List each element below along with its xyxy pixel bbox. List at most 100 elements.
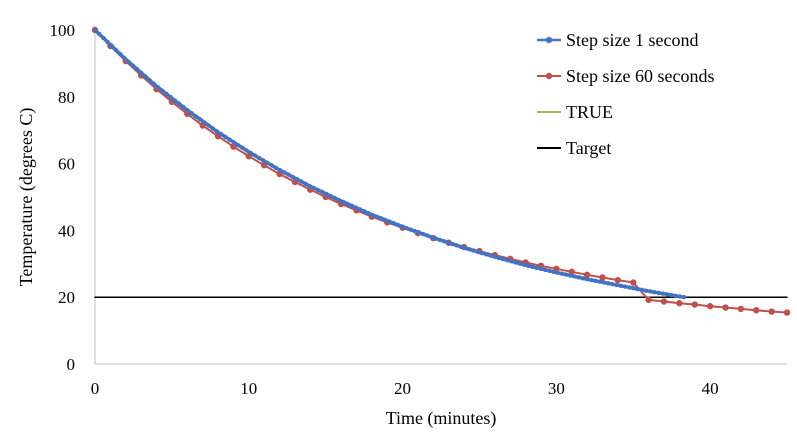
x-axis-ticks: 0 10 20 30 40: [91, 379, 719, 398]
data-point: [572, 274, 577, 279]
data-point: [467, 247, 472, 252]
data-point: [475, 249, 481, 255]
data-point: [484, 252, 489, 257]
data-point: [248, 150, 253, 156]
data-point: [282, 170, 287, 175]
data-point: [677, 294, 682, 299]
data-point: [273, 165, 279, 171]
data-point: [256, 155, 262, 161]
data-point: [563, 272, 569, 277]
data-point: [458, 244, 464, 249]
data-point: [652, 289, 657, 295]
data-point: [676, 300, 683, 307]
data-point: [618, 283, 624, 288]
data-point: [643, 288, 649, 293]
data-point: [160, 88, 165, 93]
data-point: [231, 140, 237, 145]
data-point: [307, 183, 312, 189]
data-point: [706, 303, 714, 310]
data-point: [130, 63, 136, 68]
data-point: [664, 292, 670, 297]
data-point: [526, 263, 531, 268]
data-point: [176, 101, 182, 107]
data-point: [551, 269, 556, 275]
data-point: [265, 160, 270, 166]
data-point: [656, 290, 661, 296]
data-point: [311, 185, 316, 191]
data-point: [610, 281, 615, 287]
data-point: [585, 276, 590, 282]
legend-label: Step size 60 seconds: [566, 66, 714, 86]
x-tick-label: 20: [394, 379, 411, 398]
data-point: [134, 67, 140, 72]
data-point: [240, 145, 245, 150]
data-point: [691, 301, 698, 308]
data-point: [122, 55, 127, 61]
data-point: [197, 117, 203, 122]
data-point: [530, 264, 535, 269]
data-point: [109, 43, 115, 49]
data-point: [92, 27, 98, 33]
y-tick-label: 100: [50, 21, 76, 40]
legend-item: Step size 60 seconds: [537, 66, 714, 86]
data-point: [168, 95, 173, 100]
data-point: [269, 163, 274, 168]
legend-label: Step size 1 second: [566, 30, 698, 50]
series-0: [92, 27, 687, 300]
data-point: [547, 268, 552, 274]
data-point: [151, 81, 157, 87]
data-point: [583, 271, 591, 279]
data-point: [404, 225, 409, 231]
data-point: [395, 222, 401, 228]
data-point: [425, 233, 430, 238]
data-point: [631, 286, 636, 291]
data-point: [315, 187, 321, 193]
data-point: [597, 279, 603, 284]
data-point: [332, 195, 337, 201]
legend-label: Target: [566, 138, 611, 158]
data-point: [235, 142, 241, 148]
data-point: [378, 216, 384, 221]
data-point: [227, 137, 232, 142]
data-point: [593, 278, 598, 284]
data-point: [622, 284, 628, 289]
data-point: [433, 236, 438, 241]
data-point: [97, 31, 102, 37]
data-point: [324, 191, 329, 197]
data-point: [294, 177, 300, 182]
data-point: [139, 70, 144, 76]
y-axis-title: Temperature (degrees C): [16, 108, 37, 287]
data-point: [202, 120, 207, 125]
data-point: [172, 98, 178, 103]
data-point: [614, 276, 622, 284]
data-point: [601, 280, 607, 285]
data-point: [290, 174, 295, 180]
data-point: [399, 224, 405, 229]
data-point: [450, 241, 455, 247]
data-point: [357, 207, 363, 212]
data-point: [155, 85, 161, 90]
data-point: [223, 134, 228, 140]
data-point: [568, 273, 573, 278]
data-point: [645, 296, 652, 304]
y-tick-label: 0: [67, 355, 76, 374]
data-point: [206, 123, 211, 128]
data-point: [517, 261, 523, 266]
data-point: [492, 254, 497, 259]
y-tick-label: 40: [58, 221, 75, 240]
data-point: [576, 275, 581, 280]
y-axis-ticks: 0 20 40 60 80 100: [50, 21, 76, 374]
data-point: [580, 276, 586, 281]
data-point: [147, 77, 152, 83]
data-point: [189, 111, 194, 116]
data-point: [349, 203, 354, 208]
data-point: [219, 132, 224, 137]
data-point: [345, 201, 350, 207]
legend-item: Step size 1 second: [537, 30, 698, 50]
data-point: [118, 51, 123, 57]
x-tick-label: 30: [548, 379, 565, 398]
data-point: [509, 259, 514, 264]
data-point: [446, 240, 451, 245]
data-point: [681, 295, 687, 300]
data-point: [606, 281, 611, 286]
